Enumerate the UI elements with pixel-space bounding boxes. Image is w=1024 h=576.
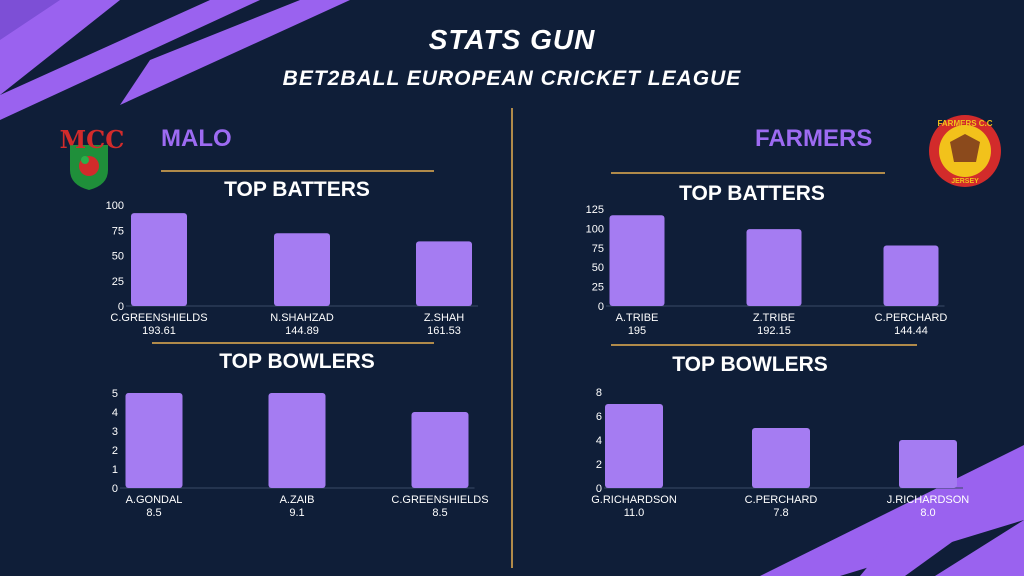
farmers-bowlers-title: TOP BOWLERS xyxy=(672,353,828,376)
chart-1-ytick-1: 1 xyxy=(112,464,118,476)
chart-3-category-label-2: J.RICHARDSON xyxy=(887,494,970,506)
chart-2-ytick-5: 125 xyxy=(586,204,604,216)
malo-logo-text: MCC xyxy=(60,125,125,154)
team-name-farmers: FARMERS xyxy=(755,125,873,152)
chart-0-category-label-2: Z.SHAH xyxy=(424,312,464,324)
chart-1-ytick-5: 5 xyxy=(112,388,118,400)
chart-3-ytick-2: 4 xyxy=(596,435,602,447)
chart-3-bar-0 xyxy=(605,404,663,488)
chart-3-category-label-1: C.PERCHARD xyxy=(745,494,818,506)
chart-2-sublabel-2: 144.44 xyxy=(894,325,928,337)
divider-malo-bowlers xyxy=(152,342,434,344)
chart-3-ytick-4: 8 xyxy=(596,387,602,399)
chart-3-ytick-3: 6 xyxy=(596,411,602,423)
chart-0-category-label-0: C.GREENSHIELDS xyxy=(110,312,207,324)
chart-0-ytick-1: 25 xyxy=(112,276,124,288)
chart-0-category-label-1: N.SHAHZAD xyxy=(270,312,334,324)
chart-1-sublabel-0: 8.5 xyxy=(146,507,161,519)
chart-3-bar-2 xyxy=(899,440,957,488)
center-divider xyxy=(511,108,513,568)
divider-malo-batters xyxy=(161,170,434,172)
chart-0-ytick-3: 75 xyxy=(112,225,124,237)
chart-0-ytick-2: 50 xyxy=(112,251,124,263)
page-subtitle: BET2BALL EUROPEAN CRICKET LEAGUE xyxy=(282,67,742,90)
chart-2-category-label-0: A.TRIBE xyxy=(616,312,659,324)
chart-2-sublabel-1: 192.15 xyxy=(757,325,791,337)
divider-farmers-batters xyxy=(611,172,885,174)
decor-slashes-bottom-right xyxy=(760,445,1024,576)
farmers-batters-title: TOP BATTERS xyxy=(679,182,825,205)
chart-3-sublabel-1: 7.8 xyxy=(773,507,788,519)
chart-0-bar-2 xyxy=(416,241,472,306)
chart-3-bar-1 xyxy=(752,428,810,488)
chart-1-ytick-4: 4 xyxy=(112,407,118,419)
chart-2-category-label-1: Z.TRIBE xyxy=(753,312,795,324)
decor-slashes-top-left xyxy=(0,0,350,120)
chart-1-sublabel-1: 9.1 xyxy=(289,507,304,519)
chart-0-ytick-4: 100 xyxy=(106,200,124,212)
chart-2-bar-0 xyxy=(609,215,665,306)
malo-bowlers-title: TOP BOWLERS xyxy=(219,350,375,373)
chart-1-category-label-1: A.ZAIB xyxy=(280,494,315,506)
chart-1-bar-2 xyxy=(411,412,469,488)
chart-0-ytick-0: 0 xyxy=(118,301,124,313)
chart-1-bar-0 xyxy=(125,393,183,488)
malo-logo: MCC xyxy=(60,125,125,190)
chart-1-ytick-3: 3 xyxy=(112,426,118,438)
farmers-logo-text-bottom: JERSEY xyxy=(951,178,979,185)
chart-0-bar-1 xyxy=(274,233,330,306)
chart-2-ytick-4: 100 xyxy=(586,223,604,235)
page-title: STATS GUN xyxy=(428,24,596,55)
farmers-logo-text-top: FARMERS C.C xyxy=(937,119,992,128)
chart-2-sublabel-0: 195 xyxy=(628,325,646,337)
chart-2-bar-1 xyxy=(746,229,802,306)
divider-farmers-bowlers xyxy=(611,344,917,346)
chart-2-ytick-3: 75 xyxy=(592,243,604,255)
chart-2-bar-2 xyxy=(883,245,939,306)
chart-1-sublabel-2: 8.5 xyxy=(432,507,447,519)
chart-1-bar-1 xyxy=(268,393,326,488)
chart-2-ytick-2: 50 xyxy=(592,262,604,274)
chart-0-sublabel-2: 161.53 xyxy=(427,325,461,337)
charts-layer: 0255075100C.GREENSHIELDS193.61N.SHAHZAD1… xyxy=(106,200,970,519)
chart-3-ytick-0: 0 xyxy=(596,483,602,495)
chart-3-sublabel-2: 8.0 xyxy=(920,507,935,519)
chart-1-category-label-2: C.GREENSHIELDS xyxy=(391,494,488,506)
malo-batters-title: TOP BATTERS xyxy=(224,178,370,201)
chart-3-sublabel-0: 11.0 xyxy=(624,507,645,519)
chart-0-sublabel-0: 193.61 xyxy=(142,325,176,337)
chart-1-ytick-0: 0 xyxy=(112,483,118,495)
chart-3-category-label-0: G.RICHARDSON xyxy=(591,494,677,506)
farmers-logo: FARMERS C.C JERSEY xyxy=(929,115,1001,187)
chart-2-ytick-0: 0 xyxy=(598,301,604,313)
chart-0-sublabel-1: 144.89 xyxy=(285,325,319,337)
chart-0-bar-0 xyxy=(131,213,187,306)
chart-3-ytick-1: 2 xyxy=(596,459,602,471)
chart-1-ytick-2: 2 xyxy=(112,445,118,457)
chart-2-category-label-2: C.PERCHARD xyxy=(875,312,948,324)
chart-1-category-label-0: A.GONDAL xyxy=(126,494,183,506)
chart-2-ytick-1: 25 xyxy=(592,282,604,294)
team-name-malo: MALO xyxy=(161,125,232,152)
